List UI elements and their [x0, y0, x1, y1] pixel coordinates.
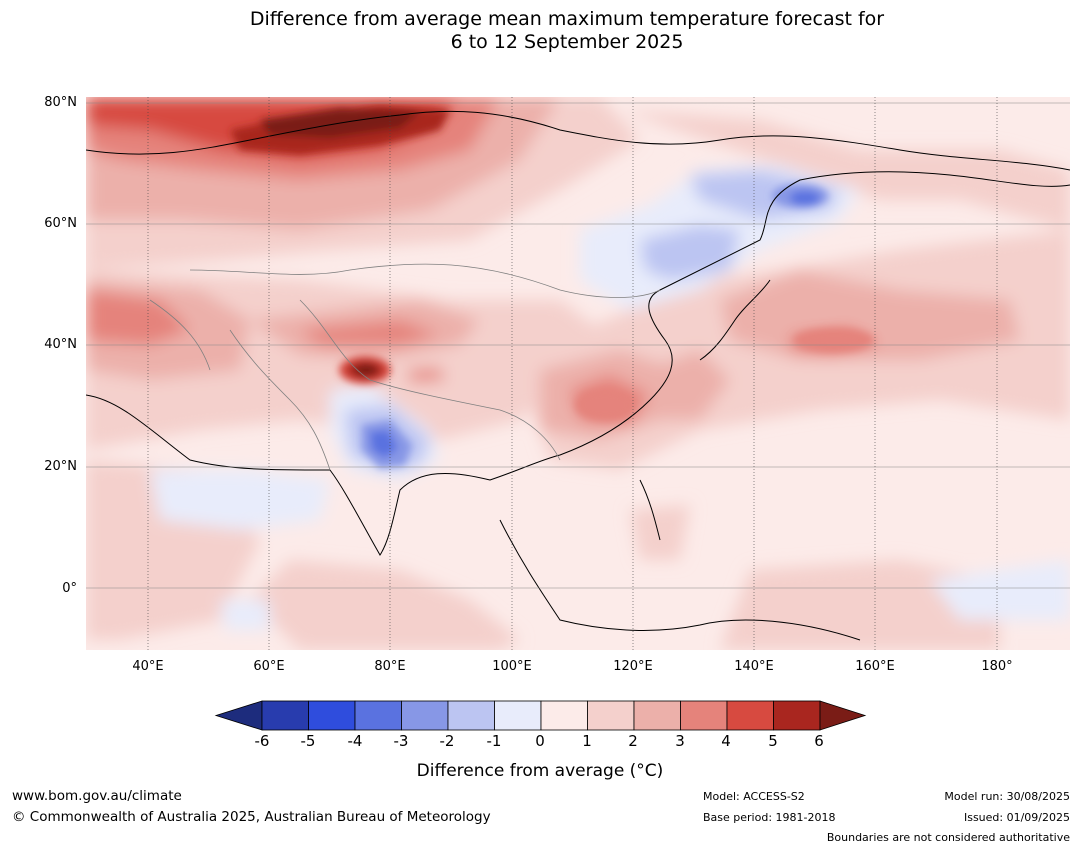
map-title: Difference from average mean maximum tem…	[0, 8, 1081, 54]
title-line-1: Difference from average mean maximum tem…	[249, 8, 885, 30]
anomaly-field	[86, 97, 1070, 650]
colorbar	[214, 700, 867, 731]
lon-label-120e: 120°E	[613, 659, 653, 674]
colorbar-tick: -5	[300, 732, 316, 750]
model-text: Model: ACCESS-S2	[703, 790, 805, 803]
colorbar-tick: -3	[393, 732, 409, 750]
colorbar-tick: -6	[254, 732, 270, 750]
title-line-2: 6 to 12 September 2025	[450, 31, 684, 53]
lat-label-40n: 40°N	[44, 337, 77, 352]
colorbar-segment	[494, 700, 542, 731]
colorbar-segment	[587, 700, 635, 731]
model-run-text: Model run: 30/08/2025	[944, 790, 1070, 803]
lon-label-100e: 100°E	[492, 659, 532, 674]
colorbar-tick: -4	[347, 732, 363, 750]
lon-label-180: 180°	[981, 659, 1013, 674]
colorbar-segment	[726, 700, 774, 731]
colorbar-segment	[773, 700, 821, 731]
colorbar-tick: -1	[486, 732, 502, 750]
colorbar-tick: 5	[768, 732, 778, 750]
lat-label-60n: 60°N	[44, 216, 77, 231]
colorbar-tick: 0	[535, 732, 545, 750]
lon-label-40e: 40°E	[132, 659, 164, 674]
colorbar-tick: -2	[439, 732, 455, 750]
colorbar-segment	[680, 700, 728, 731]
colorbar-tick: 3	[675, 732, 685, 750]
lon-label-160e: 160°E	[855, 659, 895, 674]
colorbar-segment	[401, 700, 449, 731]
colorbar-tick: 2	[628, 732, 638, 750]
disclaimer-text: Boundaries are not considered authoritat…	[826, 831, 1070, 844]
colorbar-segment	[308, 700, 356, 731]
colorbar-arrow-high	[819, 700, 867, 731]
colorbar-arrow-low	[214, 700, 263, 731]
website-link[interactable]: www.bom.gov.au/climate	[12, 788, 182, 804]
colorbar-segment	[354, 700, 402, 731]
colorbar-tick: 1	[582, 732, 592, 750]
colorbar-segment	[261, 700, 309, 731]
gridlines	[86, 97, 1070, 650]
issued-text: Issued: 01/09/2025	[963, 811, 1070, 824]
colorbar-tick: 4	[721, 732, 731, 750]
lon-label-80e: 80°E	[374, 659, 406, 674]
base-period-text: Base period: 1981-2018	[703, 811, 836, 824]
colorbar-segment	[633, 700, 681, 731]
colorbar-segment	[540, 700, 588, 731]
lat-label-80n: 80°N	[44, 95, 77, 110]
colorbar-label: Difference from average (°C)	[416, 761, 664, 781]
colorbar-segment	[447, 700, 495, 731]
lon-label-140e: 140°E	[734, 659, 774, 674]
lat-label-20n: 20°N	[44, 459, 77, 474]
colorbar-tick: 6	[814, 732, 824, 750]
lat-label-0: 0°	[62, 581, 77, 596]
lon-label-60e: 60°E	[253, 659, 285, 674]
copyright-text: © Commonwealth of Australia 2025, Austra…	[12, 809, 491, 825]
country-borders	[149, 263, 661, 471]
